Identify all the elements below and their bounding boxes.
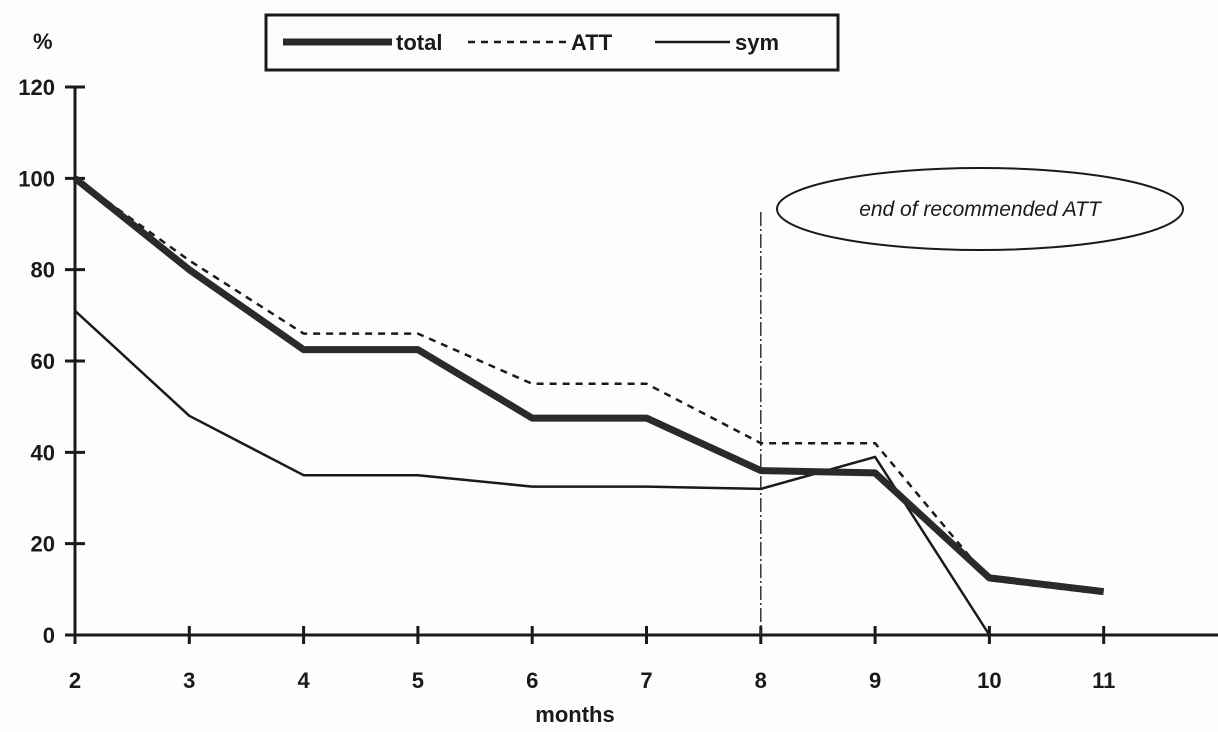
legend-label-total: total xyxy=(396,30,442,55)
x-tick-label: 7 xyxy=(640,668,652,693)
series-line-att xyxy=(74,177,1104,596)
axes: 0 20 40 60 80 100 120 2 3 4 5 6 7 8 9 10 11% months xyxy=(18,29,1218,727)
y-tick-label: 120 xyxy=(18,75,55,100)
x-tick-label: 9 xyxy=(869,668,881,693)
legend-label-att: ATT xyxy=(571,30,613,55)
y-tick-label: 0 xyxy=(43,623,55,648)
y-tick-label: 20 xyxy=(31,532,55,557)
x-tick-label: 5 xyxy=(412,668,424,693)
series-line-sym xyxy=(74,309,991,636)
legend-label-sym: sym xyxy=(735,30,779,55)
y-tick-label: 60 xyxy=(31,349,55,374)
annotation-ellipse xyxy=(776,167,1184,251)
x-tick-label: 10 xyxy=(977,668,1001,693)
annotation-text: end of recommended ATT xyxy=(859,198,1103,221)
x-tick-label: 8 xyxy=(755,668,767,693)
y-tick-label: 80 xyxy=(31,258,55,283)
series-layer xyxy=(72,175,1105,636)
y-axis-title: % xyxy=(33,29,53,54)
x-tick-label: 3 xyxy=(183,668,195,693)
reference-marker: end of recommended ATT xyxy=(760,167,1184,635)
x-tick-label: 2 xyxy=(69,668,81,693)
x-tick-label: 11 xyxy=(1092,668,1115,693)
x-tick-label: 4 xyxy=(297,668,310,693)
y-tick-label: 40 xyxy=(31,440,55,465)
series-line-total xyxy=(72,175,1105,596)
x-tick-label: 6 xyxy=(526,668,538,693)
legend: total ATT sym xyxy=(264,13,840,72)
x-axis-title: months xyxy=(535,702,614,727)
y-tick-label: 100 xyxy=(18,166,55,191)
